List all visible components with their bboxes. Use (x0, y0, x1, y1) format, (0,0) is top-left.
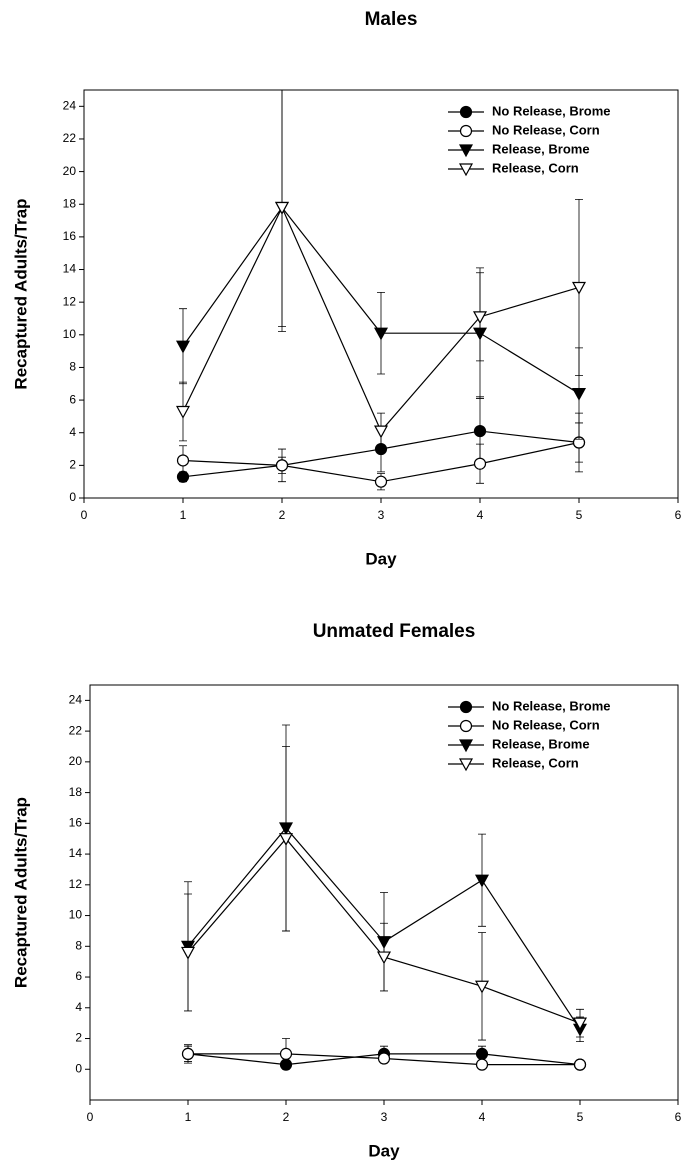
legend-label: No Release, Brome (492, 698, 611, 713)
y-tick-label: 2 (69, 458, 76, 472)
y-tick-label: 18 (63, 196, 77, 210)
x-tick-label: 4 (477, 508, 484, 522)
data-point (573, 1058, 587, 1071)
data-point (181, 1047, 195, 1060)
legend-label: No Release, Brome (492, 103, 611, 118)
x-axis-label: Day (368, 1141, 400, 1160)
y-tick-label: 8 (69, 360, 76, 374)
data-point (571, 387, 587, 401)
y-tick-label: 10 (63, 327, 77, 341)
x-tick-label: 2 (283, 1110, 290, 1124)
legend-label: No Release, Corn (492, 122, 600, 137)
data-point (474, 980, 490, 994)
data-point (473, 457, 487, 470)
x-tick-label: 6 (675, 1110, 682, 1124)
y-tick-label: 0 (69, 490, 76, 504)
y-tick-label: 12 (69, 877, 83, 891)
chart-title: Unmated Females (313, 621, 476, 642)
y-tick-label: 6 (75, 969, 82, 983)
y-tick-label: 18 (69, 785, 83, 799)
y-axis-label: Recaptured Adults/Trap (11, 797, 30, 988)
y-tick-label: 22 (63, 131, 77, 145)
data-point (373, 327, 389, 341)
y-tick-label: 20 (69, 754, 83, 768)
data-point (279, 1047, 293, 1060)
legend-label: Release, Brome (492, 141, 590, 156)
legend-marker (458, 739, 474, 753)
data-point (274, 201, 290, 215)
legend-marker (458, 758, 474, 772)
y-tick-label: 22 (69, 723, 83, 737)
y-tick-label: 4 (69, 425, 76, 439)
x-tick-label: 5 (577, 1110, 584, 1124)
x-axis-label: Day (365, 549, 397, 568)
plot-area (175, 90, 587, 491)
x-tick-label: 0 (87, 1110, 94, 1124)
chart-title: Males (365, 9, 418, 30)
legend-marker (459, 124, 473, 138)
data-point (377, 1052, 391, 1065)
y-tick-label: 0 (75, 1061, 82, 1075)
y-tick-label: 16 (69, 816, 83, 830)
data-point (278, 833, 294, 846)
data-point (376, 951, 392, 965)
x-tick-label: 5 (576, 508, 583, 522)
x-tick-label: 2 (279, 508, 286, 522)
data-point (374, 475, 388, 488)
x-tick-label: 1 (185, 1110, 192, 1124)
data-point (373, 425, 389, 439)
y-tick-label: 4 (75, 1000, 82, 1014)
data-point (175, 405, 191, 419)
y-tick-label: 24 (63, 98, 77, 112)
y-tick-label: 14 (63, 262, 77, 276)
x-tick-label: 6 (675, 508, 682, 522)
legend-marker (459, 105, 473, 119)
legend-label: Release, Brome (492, 736, 590, 751)
data-point (180, 946, 196, 960)
x-tick-label: 1 (180, 508, 187, 522)
plot-area (180, 724, 588, 1071)
y-tick-label: 2 (75, 1031, 82, 1045)
y-tick-label: 24 (69, 693, 83, 707)
data-point (275, 459, 289, 472)
legend-marker (458, 144, 474, 158)
x-tick-label: 3 (381, 1110, 388, 1124)
data-point (475, 1058, 489, 1071)
data-point (175, 340, 191, 354)
x-tick-label: 4 (479, 1110, 486, 1124)
y-tick-label: 20 (63, 164, 77, 178)
data-point (473, 424, 487, 438)
legend-label: Release, Corn (492, 755, 579, 770)
y-axis-label: Recaptured Adults/Trap (11, 198, 30, 389)
legend-marker (459, 700, 473, 714)
y-tick-label: 14 (69, 846, 83, 860)
data-point (572, 1017, 588, 1031)
legend-marker (458, 163, 474, 177)
y-tick-label: 12 (63, 294, 77, 308)
data-point (176, 454, 190, 467)
y-tick-label: 10 (69, 908, 83, 922)
y-tick-label: 8 (75, 938, 82, 952)
y-tick-label: 6 (69, 392, 76, 406)
legend-label: Release, Corn (492, 160, 579, 175)
y-tick-label: 16 (63, 229, 77, 243)
data-point (472, 311, 488, 325)
x-tick-label: 0 (81, 508, 88, 522)
data-point (571, 281, 587, 295)
data-point (475, 1047, 489, 1060)
legend-marker (459, 719, 473, 733)
data-point (474, 874, 490, 888)
legend-label: No Release, Corn (492, 717, 600, 732)
x-tick-label: 3 (378, 508, 385, 522)
